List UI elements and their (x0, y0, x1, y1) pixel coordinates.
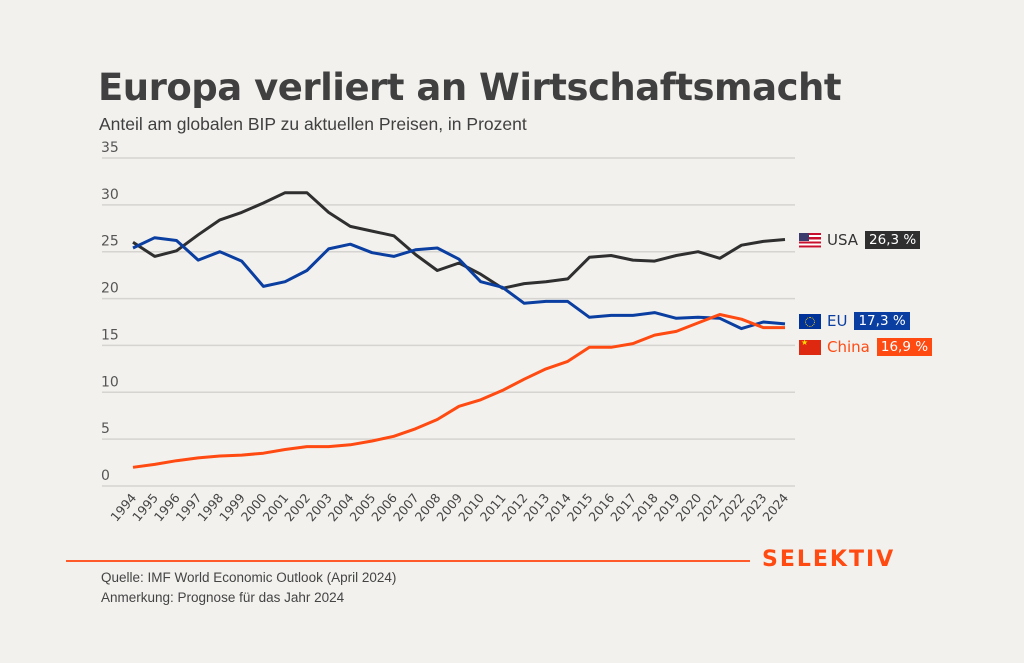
series-lines (132, 191, 786, 469)
chart-title: Europa verliert an Wirtschaftsmacht (98, 66, 842, 109)
footnote: Anmerkung: Prognose für das Jahr 2024 (101, 590, 345, 605)
y-tick-label: 15 (101, 327, 119, 343)
x-axis-ticks: 1994199519961997199819992000200120022003… (107, 490, 791, 524)
source-note: Quelle: IMF World Economic Outlook (Apri… (101, 570, 397, 585)
legend-eu: EU 17,3 % (799, 312, 910, 330)
y-tick-label: 5 (101, 421, 110, 437)
legend-value-badge: 17,3 % (854, 312, 910, 330)
legend-label: USA (827, 231, 859, 249)
y-tick-label: 30 (101, 187, 119, 203)
legend-china: China 16,9 % (799, 338, 933, 356)
selektiv-logo: SELEKTIV (762, 547, 896, 572)
series-line-china (132, 313, 785, 469)
legend-usa: USA 26,3 % (799, 231, 921, 249)
china-flag-icon (799, 339, 821, 355)
y-tick-label: 0 (101, 468, 110, 484)
y-tick-label: 10 (101, 374, 119, 390)
series-line-eu (132, 236, 786, 331)
gridlines (102, 157, 795, 487)
y-axis-ticks: 0 5 10 15 20 25 30 35 (101, 140, 119, 484)
y-tick-label: 20 (101, 281, 119, 297)
series-line-usa (132, 191, 786, 290)
legend-value-badge: 16,9 % (876, 338, 933, 356)
y-tick-label: 35 (101, 140, 119, 156)
us-flag-icon (799, 232, 821, 248)
footer-divider (66, 560, 750, 562)
x-tick-label: 2024 (759, 490, 791, 524)
eu-flag-icon (799, 313, 821, 329)
legend-label: EU (827, 312, 848, 330)
chart-subtitle: Anteil am globalen BIP zu aktuellen Prei… (99, 114, 527, 134)
legend-label: China (827, 338, 870, 356)
legend-value-badge: 26,3 % (865, 231, 921, 249)
y-tick-label: 25 (101, 234, 119, 250)
